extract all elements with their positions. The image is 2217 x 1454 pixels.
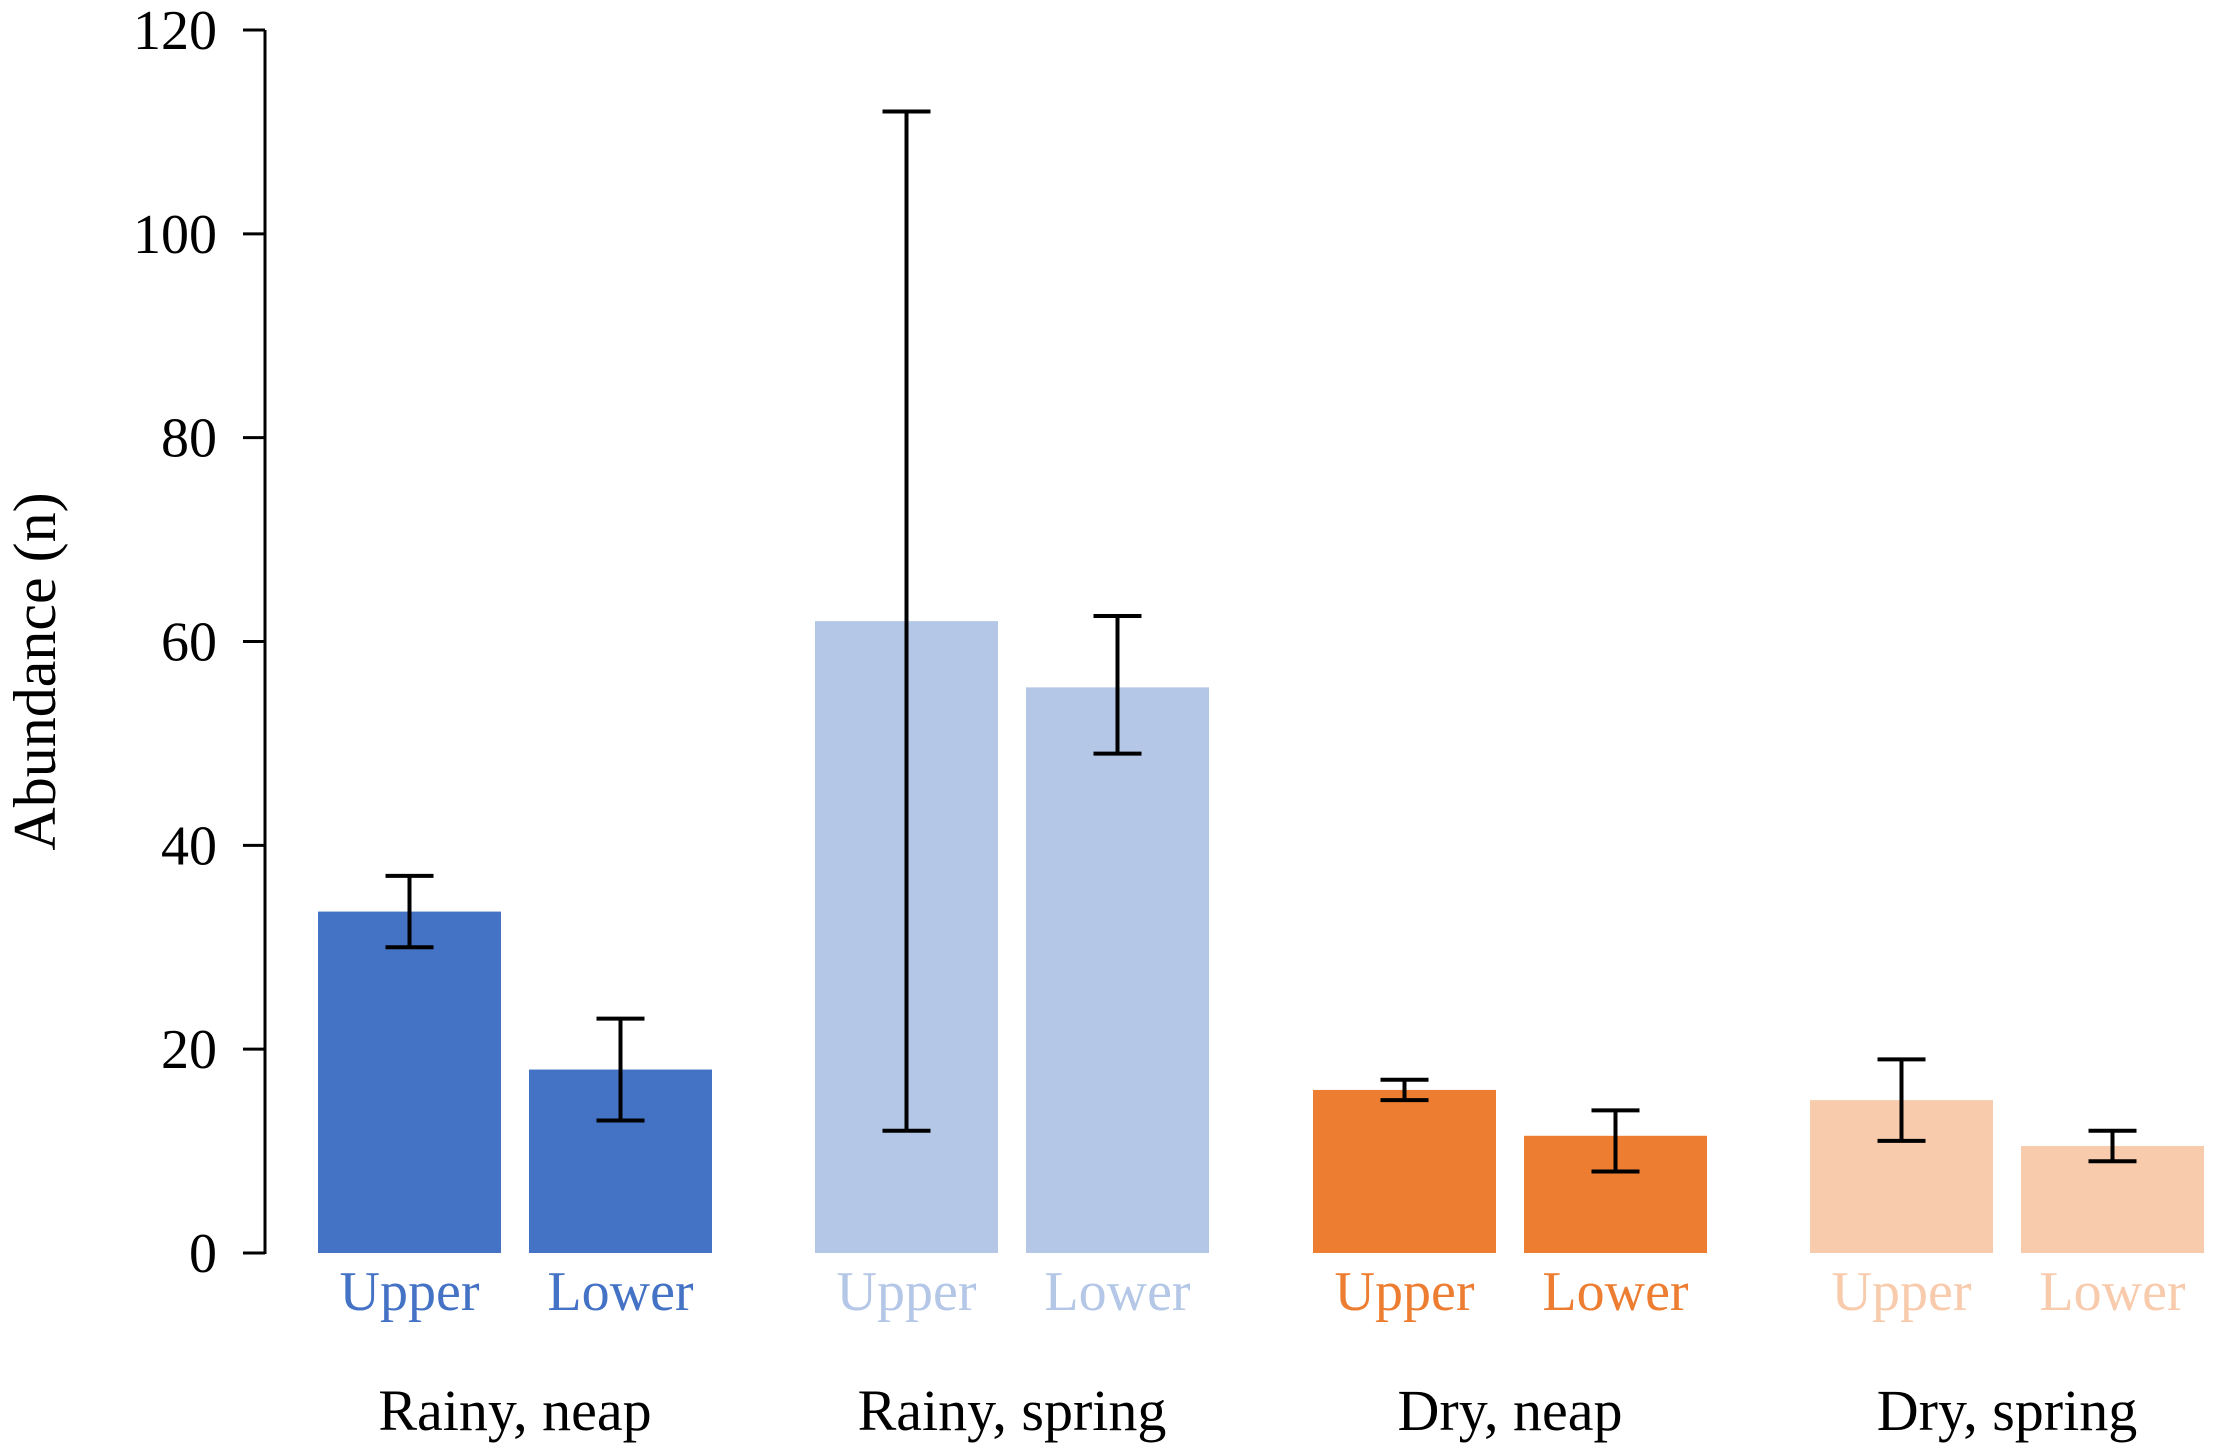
group-labels: Rainy, neap Rainy, spring Dry, neap Dry, sp… [378, 1378, 2137, 1443]
group-label: Dry, neap [1398, 1378, 1623, 1443]
bar [318, 911, 501, 1253]
bar [2021, 1145, 2204, 1253]
bar-label: Lower [1044, 1261, 1191, 1323]
y-axis-label: Abundance (n) [2, 492, 68, 850]
y-tick-label: 80 [161, 408, 217, 470]
bar [1313, 1089, 1496, 1253]
y-tick-label: 40 [161, 815, 217, 877]
y-tick-label: 120 [133, 0, 217, 62]
bar-label: Lower [2039, 1261, 2186, 1323]
y-axis: 0 20 40 60 80 100 120 [133, 0, 267, 1285]
error-bars [385, 109, 2137, 1174]
bar-label: Lower [547, 1261, 694, 1323]
bar-label: Upper [1832, 1261, 1972, 1323]
group-label: Rainy, neap [378, 1378, 651, 1443]
bar-labels: Upper Lower Upper Lower Upper Lower Upper Lower [340, 1261, 2186, 1323]
bar-label: Upper [340, 1261, 480, 1323]
bar-label: Upper [837, 1261, 977, 1323]
bars [318, 621, 2204, 1253]
bar-label: Upper [1335, 1261, 1475, 1323]
group-label: Dry, spring [1877, 1378, 2137, 1443]
group-label: Rainy, spring [858, 1378, 1167, 1443]
y-tick-label: 60 [161, 612, 217, 674]
y-tick-label: 20 [161, 1019, 217, 1081]
y-tick-label: 0 [189, 1223, 217, 1285]
bar-label: Lower [1542, 1261, 1689, 1323]
bar [1026, 687, 1209, 1253]
y-tick-label: 100 [133, 204, 217, 266]
